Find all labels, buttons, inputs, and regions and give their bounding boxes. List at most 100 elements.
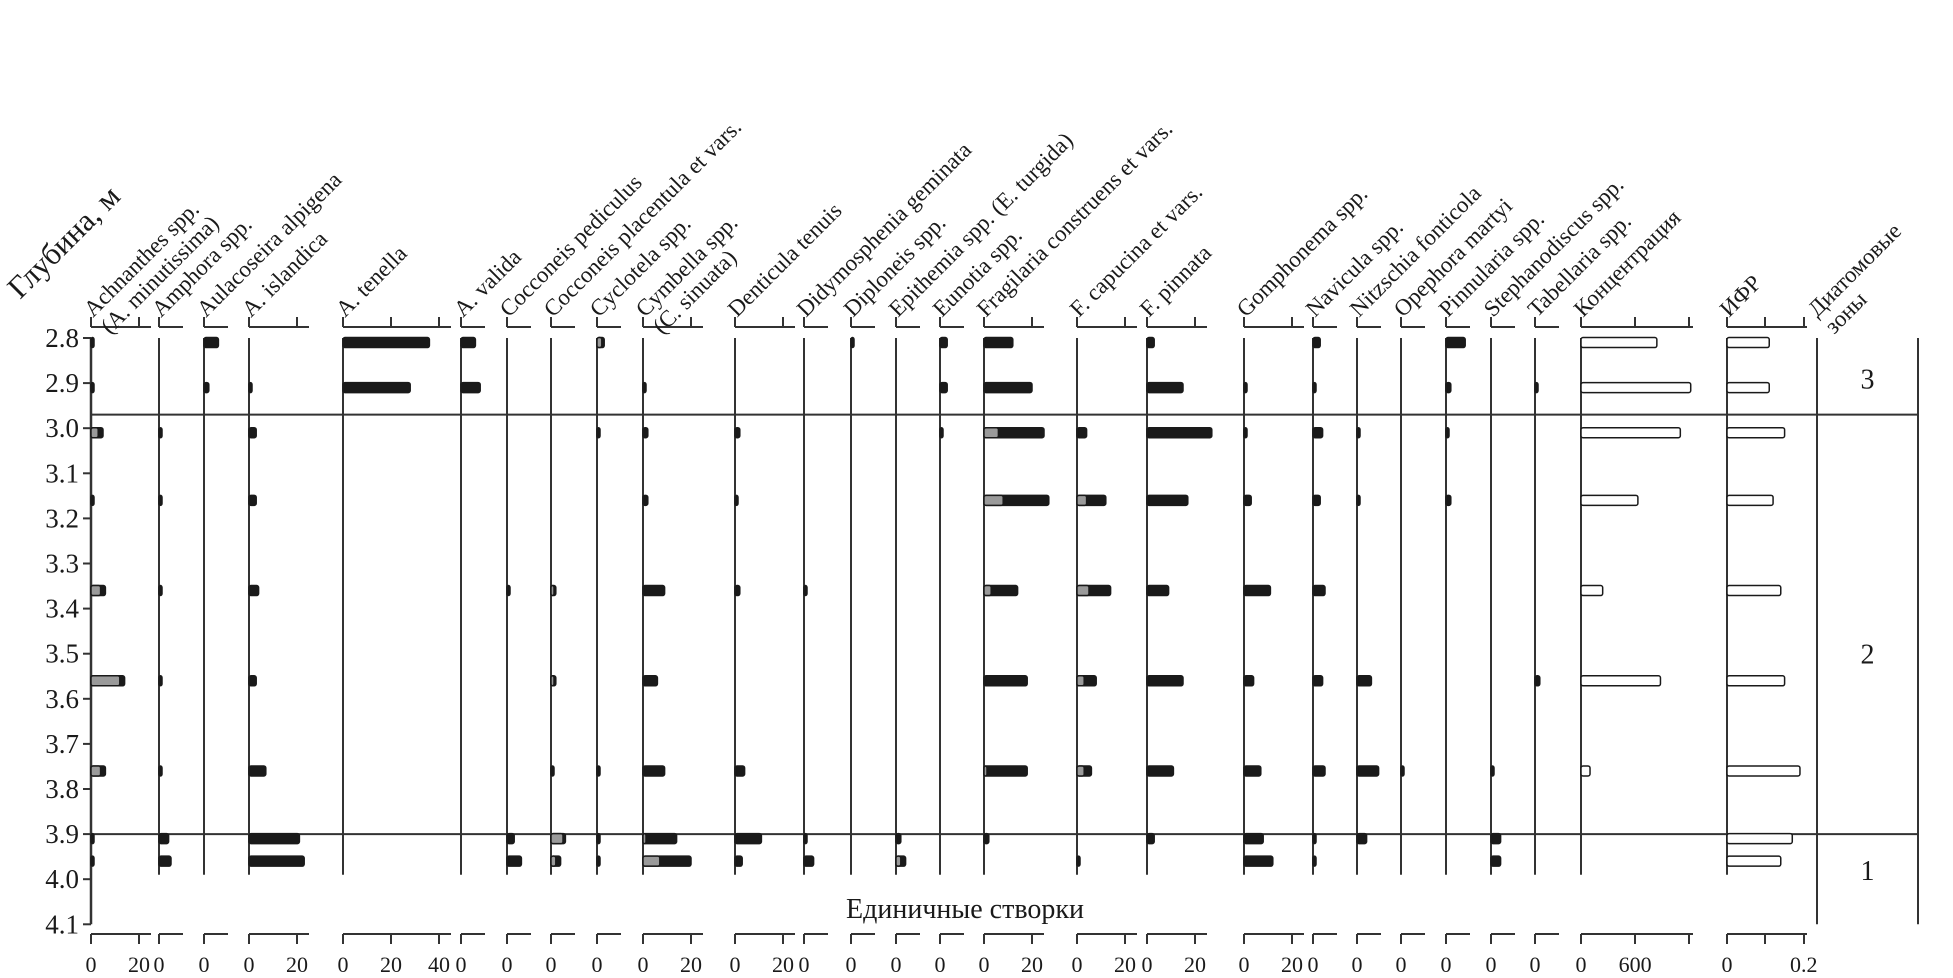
taxon-9-bar: [642, 426, 649, 439]
taxon-19-bar: [1312, 855, 1317, 867]
taxon-16-highlight-bar: [1076, 675, 1085, 687]
taxon-0-highlight-bar: [90, 426, 99, 439]
zone-label: 3: [1861, 365, 1875, 396]
taxon-10-bar: [734, 494, 739, 507]
taxon-1-bar: [158, 426, 163, 439]
taxon-15-tick-label: 0: [979, 952, 990, 977]
taxon-13-bar: [895, 832, 902, 845]
taxon-19-bar: [1312, 381, 1317, 394]
taxon-0-highlight-bar: [90, 584, 102, 597]
taxon-0-bar: [90, 336, 95, 349]
taxon-16-bar: [1076, 426, 1088, 439]
taxon-22-bar: [1445, 494, 1452, 507]
taxon-14-tick-label: 0: [935, 952, 946, 977]
taxon-6-bar: [506, 832, 515, 845]
depth-tick-label: 3.2: [45, 503, 79, 533]
taxon-8-highlight-bar: [596, 336, 603, 349]
depth-tick-label: 3.3: [45, 549, 79, 579]
depth-tick-label: 2.8: [45, 323, 79, 353]
taxon-4-tick-label: 0: [338, 952, 349, 977]
concentration-bar: [1580, 381, 1692, 394]
taxon-5-bar: [460, 381, 481, 394]
taxon-7-highlight-bar: [550, 675, 555, 687]
taxon-20-tick-label: 0: [1352, 952, 1363, 977]
taxon-4-bar: [342, 381, 411, 394]
zone-label: 2: [1861, 640, 1875, 671]
taxon-3-tick-label: 0: [244, 952, 255, 977]
taxon-22-tick-label: 0: [1441, 952, 1452, 977]
depth-tick-label: 3.6: [45, 684, 79, 714]
depth-tick-label: 3.4: [45, 594, 79, 624]
taxon-0-bar: [90, 381, 95, 394]
taxon-18-bar: [1243, 584, 1272, 597]
taxon-15-tick-label: 20: [1021, 952, 1043, 977]
taxon-1-bar: [158, 584, 163, 597]
taxon-19-bar: [1312, 584, 1326, 597]
depth-tick-label: 2.9: [45, 368, 79, 398]
taxon-22-bar: [1445, 381, 1452, 394]
taxon-21-bar: [1400, 765, 1405, 777]
taxon-12-bar: [850, 336, 855, 349]
taxon-0-bar: [90, 832, 95, 845]
taxon-8-bar: [596, 426, 601, 439]
taxon-0-bar: [90, 494, 95, 507]
taxon-1-bar: [158, 832, 170, 845]
taxon-13-highlight-bar: [895, 855, 902, 867]
taxon-20-bar: [1356, 675, 1373, 687]
taxon-16-highlight-bar: [1076, 765, 1085, 777]
ifr-bar: [1726, 675, 1786, 687]
taxon-20-bar: [1356, 426, 1361, 439]
taxon-18-bar: [1243, 494, 1252, 507]
taxon-7-highlight-bar: [550, 855, 557, 867]
taxon-0-highlight-bar: [90, 675, 121, 687]
taxon-7-highlight-bar: [550, 584, 555, 597]
taxon-4-tick-label: 40: [428, 952, 450, 977]
taxon-6-bar: [506, 855, 523, 867]
depth-tick-label: 3.1: [45, 458, 79, 488]
taxon-8-bar: [596, 765, 601, 777]
taxon-11-bar: [803, 855, 815, 867]
taxon-11-bar: [803, 832, 808, 845]
concentration-bar: [1580, 426, 1682, 439]
taxon-20-bar: [1356, 494, 1361, 507]
taxon-17-bar: [1146, 381, 1184, 394]
taxon-9-tick-label: 0: [638, 952, 649, 977]
ifr-tick-label: 0: [1722, 952, 1733, 977]
taxon-7-bar: [550, 765, 555, 777]
ifr-bar: [1726, 381, 1770, 394]
depth-tick-label: 3.7: [45, 729, 79, 759]
taxon-10-bar: [734, 584, 741, 597]
labels: 2.8 2.9 3.0 3.1 3.2 3.3 3.4 3.5 3.6 3.7 3.8 3.9 4.0 4…: [0, 114, 1906, 977]
taxon-23-bar: [1490, 855, 1502, 867]
taxon-1-bar: [158, 855, 172, 867]
taxon-9-bar: [642, 494, 649, 507]
taxon-4-label: A. tenella: [331, 241, 412, 322]
taxon-5-bar: [460, 336, 477, 349]
taxon-0-tick-label: 0: [86, 952, 97, 977]
taxon-4-bar: [342, 336, 431, 349]
taxon-17-bar: [1146, 675, 1184, 687]
taxon-8-tick-label: 0: [592, 952, 603, 977]
taxon-7-label: Cocconeis placentula et vars.: [539, 114, 746, 321]
taxon-3-bar: [248, 675, 257, 687]
taxon-24-bar: [1534, 381, 1539, 394]
taxon-15-highlight-bar: [983, 765, 988, 777]
taxon-18-bar: [1243, 381, 1248, 394]
taxon-7-tick-label: 0: [546, 952, 557, 977]
taxon-18-bar: [1243, 765, 1262, 777]
taxon-19-tick-label: 0: [1308, 952, 1319, 977]
taxon-23-tick-label: 0: [1486, 952, 1497, 977]
taxon-15-bar: [983, 832, 990, 845]
taxon-18-tick-label: 0: [1239, 952, 1250, 977]
taxon-15-highlight-bar: [983, 494, 1004, 507]
taxon-19-bar: [1312, 336, 1321, 349]
taxon-17-bar: [1146, 494, 1189, 507]
annotation-single-valves: Единичные створки: [846, 894, 1084, 925]
taxon-9-bar: [642, 832, 678, 845]
taxon-7-highlight-bar: [550, 832, 564, 845]
taxon-9-bar: [642, 765, 666, 777]
taxon-10-label: Denticula tenuis: [723, 198, 847, 322]
bars: [90, 336, 1801, 867]
taxon-18-bar: [1243, 855, 1274, 867]
taxon-19-bar: [1312, 426, 1324, 439]
